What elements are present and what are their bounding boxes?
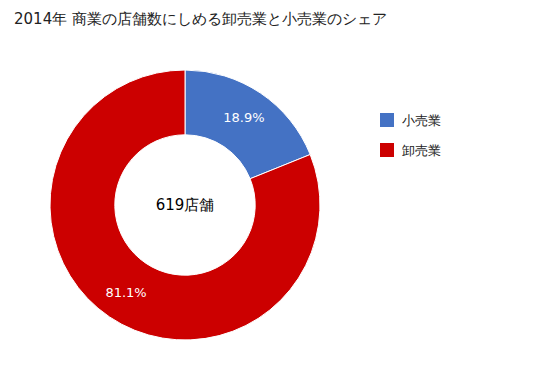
chart-svg: 2014年 商業の店舗数にしめる卸売業と小売業のシェア 18.9% 81.1% 619… (0, 0, 560, 366)
title: 2014年 商業の店舗数にしめる卸売業と小売業のシェア (14, 10, 387, 28)
legend-label: 卸売業 (402, 143, 441, 158)
legend-label: 小売業 (402, 113, 441, 128)
slice (50, 70, 320, 340)
center-text: 619店舗 (156, 196, 215, 214)
legend: 小売業卸売業 (380, 113, 441, 158)
legend-swatch (380, 113, 394, 127)
data-label: 81.1% (105, 285, 146, 300)
data-label: 18.9% (223, 110, 264, 125)
data-labels: 18.9% 81.1% (105, 110, 264, 300)
chart-container: 2014年 商業の店舗数にしめる卸売業と小売業のシェア 18.9% 81.1% 619… (0, 0, 560, 366)
slices (50, 70, 320, 340)
legend-swatch (380, 143, 394, 157)
